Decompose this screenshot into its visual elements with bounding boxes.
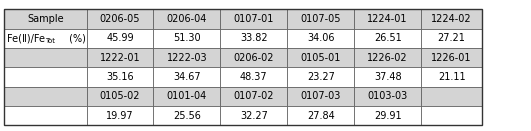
Bar [354, 87, 421, 106]
Bar [4, 9, 482, 125]
Text: 19.97: 19.97 [106, 111, 134, 121]
Text: 1224-01: 1224-01 [367, 14, 408, 24]
Text: 34.67: 34.67 [173, 72, 201, 82]
Text: 0103-03: 0103-03 [367, 91, 408, 101]
Bar [4, 48, 87, 67]
Bar [153, 29, 220, 48]
Text: Sample: Sample [27, 14, 64, 24]
Bar [287, 87, 354, 106]
Text: 27.84: 27.84 [307, 111, 335, 121]
Bar [220, 67, 287, 87]
Bar [354, 67, 421, 87]
Text: 51.30: 51.30 [173, 33, 201, 43]
Text: 26.51: 26.51 [374, 33, 401, 43]
Text: 23.27: 23.27 [307, 72, 335, 82]
Text: 0105-01: 0105-01 [301, 53, 341, 63]
Bar [4, 106, 87, 125]
Text: 1224-02: 1224-02 [431, 14, 472, 24]
Bar [354, 29, 421, 48]
Text: 0206-04: 0206-04 [167, 14, 207, 24]
Bar [220, 29, 287, 48]
Text: (%): (%) [66, 33, 85, 43]
Bar [421, 9, 482, 29]
Text: Tot: Tot [45, 38, 55, 44]
Bar [220, 48, 287, 67]
Bar [87, 48, 153, 67]
Bar [153, 87, 220, 106]
Bar [421, 48, 482, 67]
Bar [87, 29, 153, 48]
Bar [421, 106, 482, 125]
Text: 25.56: 25.56 [173, 111, 201, 121]
Text: 0107-01: 0107-01 [234, 14, 274, 24]
Bar [87, 67, 153, 87]
Bar [287, 29, 354, 48]
Text: Fe(Ⅱ)/Fe: Fe(Ⅱ)/Fe [7, 33, 45, 43]
Text: 34.06: 34.06 [307, 33, 335, 43]
Text: 0206-02: 0206-02 [234, 53, 274, 63]
Bar [287, 9, 354, 29]
Text: 45.99: 45.99 [106, 33, 134, 43]
Bar [4, 87, 87, 106]
Bar [287, 67, 354, 87]
Text: 48.37: 48.37 [240, 72, 268, 82]
Text: 0107-03: 0107-03 [301, 91, 341, 101]
Bar [153, 67, 220, 87]
Text: 35.16: 35.16 [106, 72, 134, 82]
Text: 0105-02: 0105-02 [100, 91, 140, 101]
Bar [87, 106, 153, 125]
Text: 32.27: 32.27 [240, 111, 268, 121]
Bar [220, 106, 287, 125]
Text: 37.48: 37.48 [374, 72, 401, 82]
Text: 29.91: 29.91 [374, 111, 401, 121]
Bar [354, 48, 421, 67]
Bar [87, 9, 153, 29]
Bar [220, 87, 287, 106]
Bar [153, 48, 220, 67]
Text: 0206-05: 0206-05 [100, 14, 140, 24]
Bar [4, 29, 87, 48]
Text: 1226-02: 1226-02 [367, 53, 408, 63]
Bar [354, 106, 421, 125]
Text: 33.82: 33.82 [240, 33, 268, 43]
Bar [153, 9, 220, 29]
Text: 0107-02: 0107-02 [234, 91, 274, 101]
Text: 1222-01: 1222-01 [100, 53, 140, 63]
Text: 27.21: 27.21 [438, 33, 466, 43]
Bar [4, 67, 87, 87]
Text: 1222-03: 1222-03 [167, 53, 207, 63]
Text: 21.11: 21.11 [438, 72, 466, 82]
Bar [421, 87, 482, 106]
Bar [421, 29, 482, 48]
Bar [354, 9, 421, 29]
Text: 1226-01: 1226-01 [431, 53, 472, 63]
Bar [287, 48, 354, 67]
Bar [421, 67, 482, 87]
Bar [287, 106, 354, 125]
Bar [153, 106, 220, 125]
Bar [220, 9, 287, 29]
Bar [87, 87, 153, 106]
Text: 0107-05: 0107-05 [301, 14, 341, 24]
Text: 0101-04: 0101-04 [167, 91, 207, 101]
Bar [4, 9, 87, 29]
